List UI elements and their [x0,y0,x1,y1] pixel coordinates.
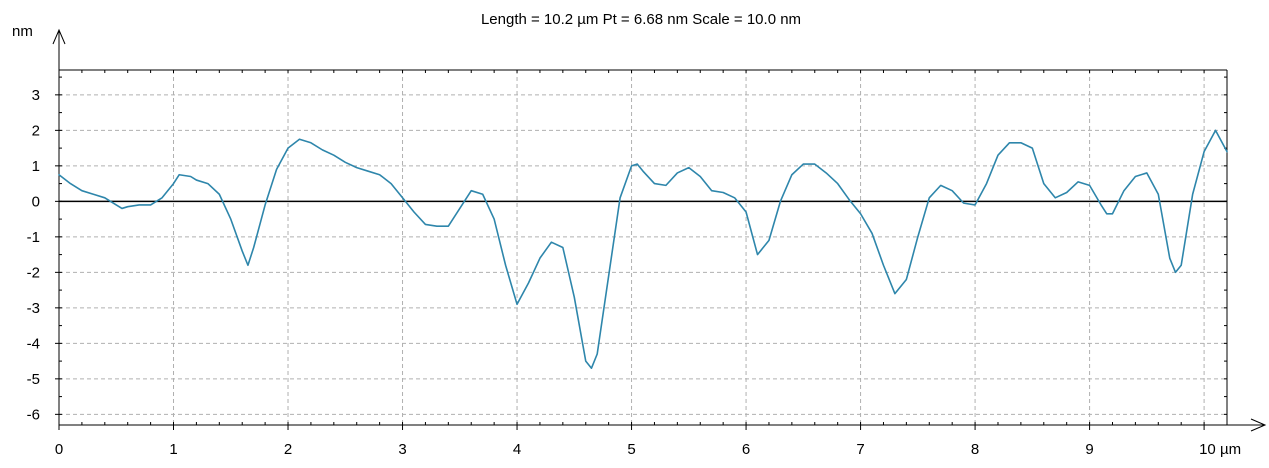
grid-layer [59,70,1227,425]
x-tick-label: 10 µm [1199,441,1241,458]
y-axis-arrow [52,28,66,45]
x-tick-label: 4 [513,441,521,458]
chart-title: Length = 10.2 µm Pt = 6.68 nm Scale = 10… [481,11,801,28]
x-tick-label: 7 [856,441,864,458]
y-tick-label: -4 [27,335,40,352]
y-tick-label: -6 [27,406,40,423]
x-tick-label: 8 [971,441,979,458]
x-tick-label: 9 [1085,441,1093,458]
y-axis-label: nm [12,23,33,40]
series-layer [58,129,1228,370]
x-tick-label: 6 [742,441,750,458]
x-tick-label: 1 [169,441,177,458]
x-tick-label: 0 [55,441,63,458]
x-tick-label: 5 [627,441,635,458]
y-tick-label: 2 [32,122,40,139]
y-tick-label: 0 [32,193,40,210]
x-tick-label: 3 [398,441,406,458]
axes-layer [52,28,1267,432]
y-tick-label: -2 [27,264,40,281]
y-tick-label: -5 [27,371,40,388]
x-tick-label: 2 [284,441,292,458]
y-tick-label: -3 [27,300,40,317]
y-tick-label: -1 [27,229,40,246]
y-tick-label: 1 [32,158,40,175]
x-axis-arrow [1250,418,1267,432]
profile-series-line [58,129,1228,370]
y-tick-label: 3 [32,87,40,104]
label-layer: 0 1 2 3 4 5 6 7 8 9 10 µm 3 2 1 0 -1 -2 -3 -4 -5 -6 nm Length … [12,11,1241,458]
